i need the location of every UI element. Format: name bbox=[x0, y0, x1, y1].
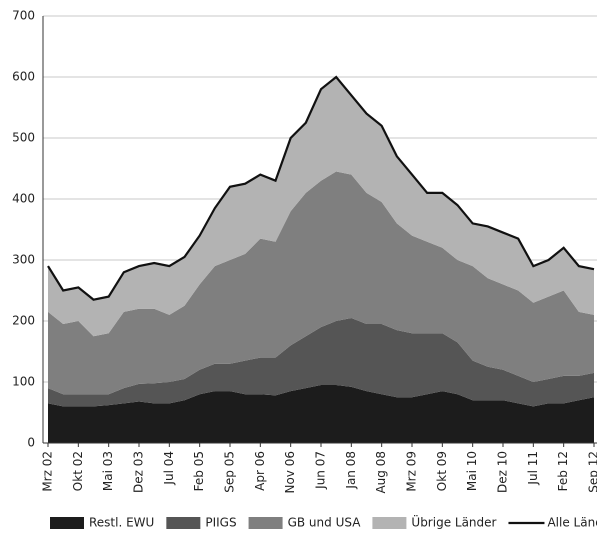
legend-label: Restl. EWU bbox=[89, 516, 154, 530]
area bbox=[48, 171, 594, 395]
y-tick-label: 200 bbox=[12, 314, 35, 328]
y-tick-label: 300 bbox=[12, 253, 35, 267]
y-tick-label: 100 bbox=[12, 375, 35, 389]
x-tick-label: Nov 06 bbox=[283, 451, 297, 494]
x-tick-label: Mai 03 bbox=[101, 451, 115, 491]
x-tick-label: Feb 12 bbox=[556, 451, 570, 491]
x-tick-label: Mrz 09 bbox=[405, 451, 419, 492]
y-tick-label: 500 bbox=[12, 131, 35, 145]
x-tick-label: Jul 04 bbox=[162, 451, 176, 486]
x-tick-label: Mrz 02 bbox=[41, 451, 55, 492]
y-tick-label: 400 bbox=[12, 192, 35, 206]
x-tick-label: Aug 08 bbox=[374, 451, 388, 494]
legend-swatch bbox=[248, 517, 283, 529]
y-tick-label: 600 bbox=[12, 70, 35, 84]
y-tick-label: 700 bbox=[12, 9, 35, 23]
x-tick-label: Apr 06 bbox=[253, 451, 267, 491]
x-tick-label: Jun 07 bbox=[314, 451, 328, 490]
area bbox=[48, 77, 594, 337]
legend-swatch bbox=[166, 517, 201, 529]
legend-label: Übrige Länder bbox=[411, 514, 496, 530]
legend-label: Alle Länder bbox=[547, 516, 597, 530]
x-tick-label: Jan 08 bbox=[344, 451, 358, 490]
legend-swatch bbox=[50, 517, 84, 529]
x-tick-label: Sep 12 bbox=[587, 451, 597, 493]
x-tick-label: Sep 05 bbox=[223, 451, 237, 493]
x-tick-label: Okt 09 bbox=[435, 451, 449, 491]
legend-swatch bbox=[372, 517, 407, 529]
x-tick-label: Dez 03 bbox=[132, 451, 146, 493]
legend-label: GB und USA bbox=[288, 516, 362, 530]
x-tick-label: Mai 10 bbox=[465, 451, 479, 491]
line bbox=[47, 75, 595, 301]
area bbox=[48, 385, 594, 443]
x-tick-label: Jul 11 bbox=[526, 451, 540, 486]
y-tick-label: 0 bbox=[27, 436, 35, 450]
area bbox=[48, 317, 594, 407]
x-tick-label: Okt 02 bbox=[71, 451, 85, 491]
legend-label: PIIGS bbox=[205, 516, 236, 530]
x-tick-label: Dez 10 bbox=[496, 451, 510, 493]
x-tick-label: Feb 05 bbox=[192, 451, 206, 491]
